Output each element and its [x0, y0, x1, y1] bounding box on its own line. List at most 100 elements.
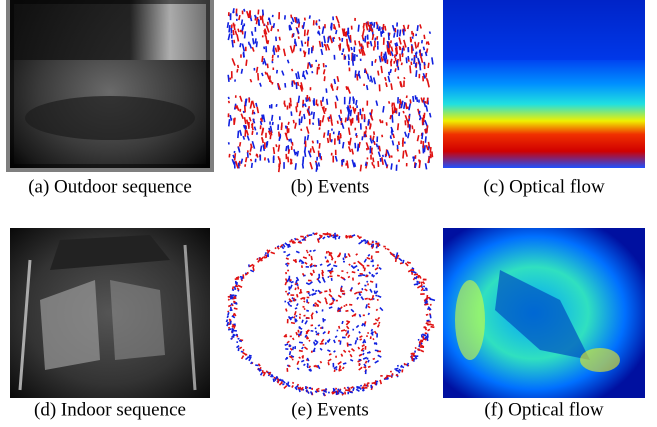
- event-point: [335, 233, 336, 235]
- event-point: [347, 87, 350, 94]
- event-point: [303, 100, 304, 108]
- event-point: [251, 159, 252, 161]
- event-point: [427, 48, 428, 53]
- event-point: [264, 47, 265, 50]
- event-point: [348, 28, 349, 36]
- event-point: [348, 335, 350, 338]
- event-point: [357, 235, 360, 238]
- event-point: [385, 26, 386, 31]
- event-point: [357, 55, 358, 57]
- event-point: [368, 360, 369, 362]
- event-point: [273, 45, 274, 51]
- event-point: [246, 60, 247, 66]
- event-point: [359, 242, 362, 244]
- event-point: [268, 158, 269, 162]
- event-point: [298, 82, 299, 86]
- event-point: [295, 308, 297, 309]
- event-point: [229, 25, 230, 32]
- event-point: [379, 56, 380, 62]
- event-point: [245, 354, 247, 355]
- event-point: [421, 288, 423, 291]
- event-point: [341, 354, 342, 357]
- event-point: [315, 291, 317, 292]
- event-point: [362, 345, 365, 347]
- event-point: [306, 250, 307, 251]
- event-point: [265, 72, 266, 75]
- event-point: [337, 76, 338, 82]
- event-point: [334, 367, 337, 369]
- event-point: [351, 47, 352, 50]
- event-point: [238, 65, 239, 68]
- event-point: [367, 383, 368, 386]
- event-point: [273, 147, 274, 154]
- event-point: [414, 284, 418, 285]
- event-point: [391, 129, 392, 133]
- event-point: [418, 42, 419, 47]
- event-point: [373, 323, 376, 324]
- event-point: [323, 332, 325, 334]
- event-point: [357, 74, 358, 78]
- event-point: [391, 83, 392, 89]
- event-point: [378, 152, 380, 157]
- event-point: [315, 391, 317, 392]
- event-point: [383, 155, 384, 157]
- event-point: [271, 252, 275, 253]
- event-point: [324, 76, 325, 81]
- event-point: [336, 96, 338, 101]
- event-point: [332, 258, 333, 260]
- event-point: [313, 123, 314, 125]
- event-point: [349, 264, 350, 265]
- event-point: [235, 31, 236, 35]
- event-point: [252, 141, 254, 149]
- event-point: [328, 331, 329, 334]
- event-point: [234, 308, 238, 309]
- event-point: [423, 100, 425, 107]
- event-point: [314, 366, 316, 367]
- event-point: [297, 304, 298, 306]
- event-point: [388, 50, 389, 54]
- event-point: [328, 277, 329, 278]
- event-point: [425, 163, 426, 169]
- event-point: [364, 114, 365, 119]
- event-point: [421, 282, 422, 284]
- event-point: [243, 136, 244, 140]
- event-point: [416, 70, 417, 77]
- event-point: [287, 293, 288, 295]
- event-point: [396, 255, 397, 259]
- event-point: [242, 44, 244, 52]
- event-point: [380, 308, 383, 311]
- event-point: [352, 149, 353, 155]
- event-point: [324, 132, 325, 137]
- event-point: [424, 35, 425, 39]
- event-point: [334, 79, 335, 84]
- caption: (e) Events: [291, 399, 369, 420]
- event-point: [427, 125, 428, 132]
- event-point: [241, 114, 243, 119]
- event-point: [261, 121, 262, 125]
- event-point: [404, 77, 405, 79]
- event-point: [278, 156, 279, 160]
- event-point: [297, 361, 299, 365]
- event-point: [405, 263, 408, 266]
- event-point: [313, 250, 315, 251]
- event-point: [297, 368, 299, 369]
- event-point: [255, 38, 256, 43]
- event-point: [278, 247, 280, 249]
- event-point: [320, 237, 322, 238]
- event-point: [287, 263, 289, 264]
- event-point: [376, 144, 377, 147]
- event-point: [306, 331, 307, 333]
- event-point: [318, 334, 319, 336]
- event-point: [303, 22, 304, 29]
- event-point: [330, 36, 332, 44]
- event-point: [364, 388, 367, 389]
- event-point: [342, 321, 343, 324]
- event-point: [418, 349, 419, 351]
- event-point: [244, 117, 245, 124]
- event-point: [345, 311, 348, 312]
- event-point: [346, 305, 348, 306]
- event-point: [316, 331, 317, 333]
- event-point: [290, 285, 292, 289]
- event-point: [368, 298, 370, 300]
- event-point: [234, 40, 235, 43]
